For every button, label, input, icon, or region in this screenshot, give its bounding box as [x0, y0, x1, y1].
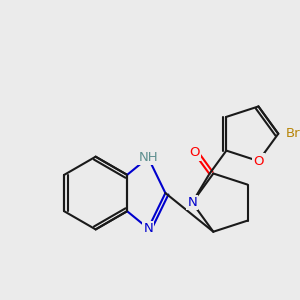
- Text: O: O: [253, 154, 264, 167]
- Text: N: N: [187, 196, 197, 209]
- Text: N: N: [143, 222, 153, 235]
- Text: Br: Br: [286, 127, 300, 140]
- Text: O: O: [189, 146, 199, 159]
- Text: NH: NH: [138, 151, 158, 164]
